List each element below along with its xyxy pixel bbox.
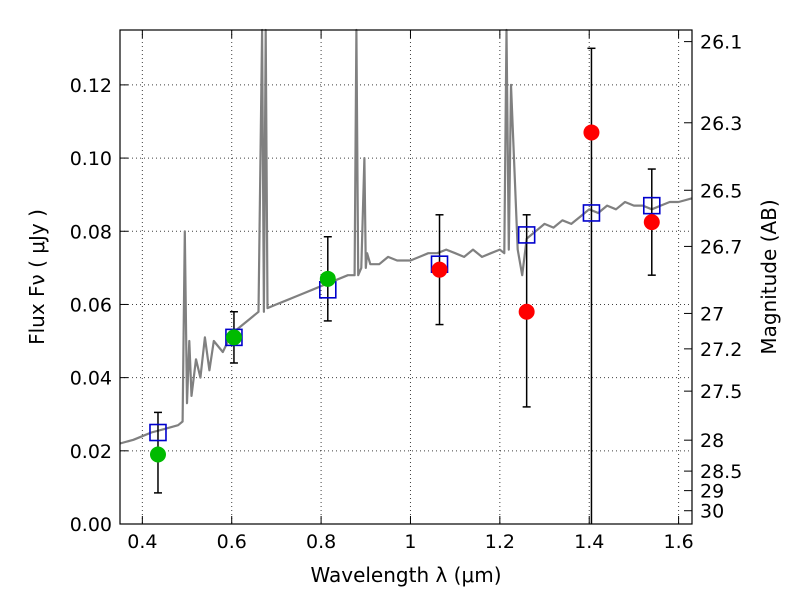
- right-tick-label: 27: [700, 303, 724, 325]
- y-tick-label: 0.12: [70, 75, 112, 97]
- y-tick-label: 0.04: [70, 368, 112, 390]
- marker-layer: [149, 124, 661, 463]
- right-tick-label: 26.5: [700, 180, 742, 202]
- x-tick-label: 0.4: [127, 531, 157, 553]
- spectrum-line: [119, 28, 693, 445]
- optical-point: [319, 270, 336, 287]
- x-tick-label: 1: [404, 531, 416, 553]
- errorbar-layer: [153, 47, 656, 524]
- right-tick-label: 26.7: [700, 236, 742, 258]
- y-tick-label: 0.00: [70, 514, 112, 536]
- infrared-point: [431, 261, 448, 278]
- grid-layer: [120, 30, 692, 525]
- plot-frame: [119, 29, 693, 525]
- spectrum-layer: [119, 28, 693, 445]
- right-tick-label: 27.2: [700, 339, 742, 361]
- right-axis-label: Magnitude (AB): [757, 199, 781, 354]
- y-axis-label: Flux Fν ( μJy ): [25, 209, 49, 345]
- model-square: [149, 423, 167, 442]
- infrared-point: [643, 214, 660, 231]
- right-tick-label: 27.5: [700, 381, 742, 403]
- x-tick-label: 0.8: [306, 531, 336, 553]
- model-square: [517, 226, 536, 244]
- model-square: [642, 196, 661, 215]
- optical-point: [149, 446, 166, 463]
- label-layer: 0.4 0.6 0.8 1 1.2 1.4 1.6 0.00 0.02 0.04 0.06 0.08 0…: [70, 32, 743, 553]
- x-axis-label: Wavelength λ (μm): [310, 563, 501, 587]
- optical-point: [225, 329, 242, 346]
- x-tick-label: 1.6: [663, 531, 693, 553]
- infrared-point: [518, 303, 535, 320]
- y-tick-label: 0.02: [70, 441, 112, 463]
- right-tick-label: 26.3: [700, 113, 742, 135]
- y-tick-label: 0.10: [70, 148, 112, 170]
- tick-layer: [120, 30, 692, 525]
- infrared-point: [583, 124, 600, 141]
- model-square: [582, 204, 601, 222]
- y-tick-label: 0.08: [70, 221, 112, 243]
- x-tick-label: 0.6: [217, 531, 247, 553]
- x-tick-label: 1.4: [574, 531, 604, 553]
- x-tick-label: 1.2: [485, 531, 515, 553]
- right-tick-label: 30: [700, 501, 724, 523]
- right-tick-label: 29: [700, 481, 724, 503]
- right-tick-label: 28.5: [700, 461, 742, 483]
- right-tick-label: 26.1: [700, 32, 742, 54]
- y-tick-label: 0.06: [70, 294, 112, 316]
- right-tick-label: 28: [700, 430, 724, 452]
